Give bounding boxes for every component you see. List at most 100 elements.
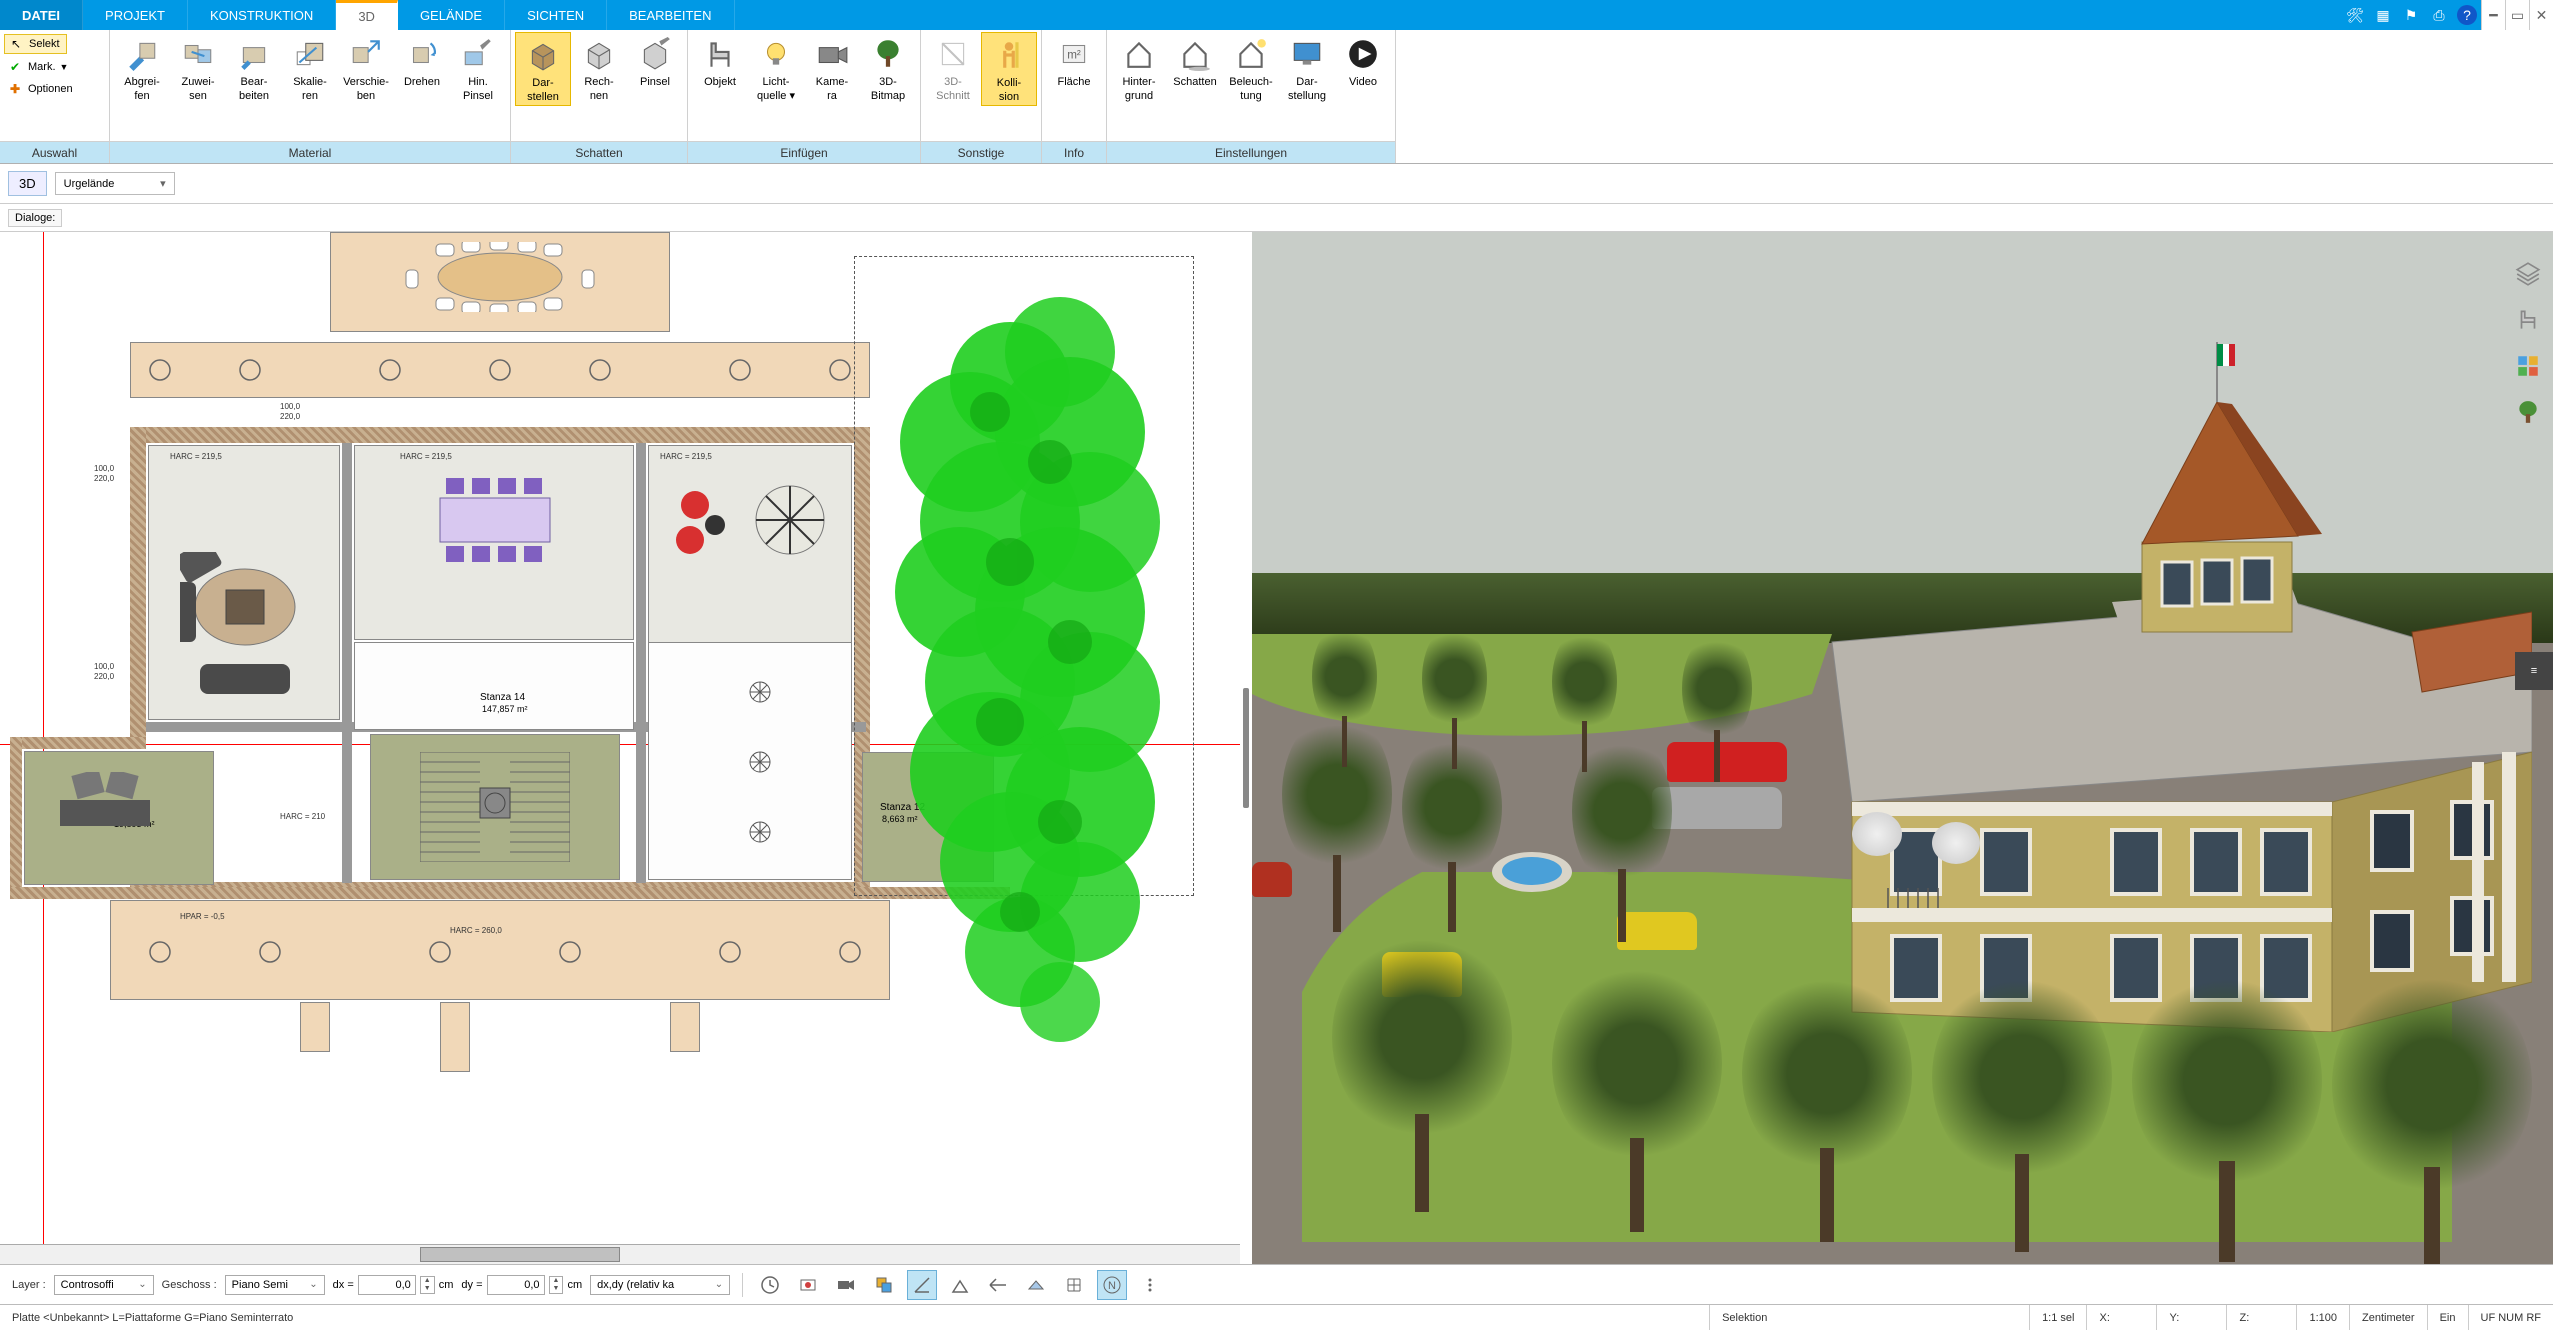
view3d-canvas[interactable] xyxy=(1252,232,2553,1264)
chair-icon xyxy=(702,36,738,72)
scrollbar-thumb[interactable] xyxy=(420,1247,620,1262)
grid-icon[interactable] xyxy=(1059,1270,1089,1300)
vertical-toolbar xyxy=(2503,232,2553,428)
fp-dim: HARC = 219,5 xyxy=(170,452,222,461)
dx-input[interactable]: 0,0 xyxy=(358,1275,416,1295)
ribbon-label-einfuegen: Einfügen xyxy=(688,141,920,163)
unit-label: cm xyxy=(439,1279,454,1291)
pick-icon xyxy=(124,36,160,72)
close-icon[interactable]: ✕ xyxy=(2529,0,2553,30)
beleuchtung-button[interactable]: Beleuch- tung xyxy=(1223,32,1279,104)
plane-icon[interactable] xyxy=(1021,1270,1051,1300)
angle1-icon[interactable] xyxy=(907,1270,937,1300)
tree3d xyxy=(1742,972,1912,1242)
menu-projekt[interactable]: PROJEKT xyxy=(83,0,188,30)
fp-wall-n xyxy=(130,427,870,443)
print-icon[interactable]: ⎙ xyxy=(2425,0,2453,30)
cam-icon[interactable] xyxy=(831,1270,861,1300)
angle3-icon[interactable] xyxy=(983,1270,1013,1300)
hintergrund-button[interactable]: Hinter- grund xyxy=(1111,32,1167,104)
scrollbar-horizontal[interactable] xyxy=(0,1244,1240,1264)
zuweisen-button[interactable]: Zuwei- sen xyxy=(170,32,226,104)
tree3d xyxy=(2132,972,2322,1262)
floorplan-canvas[interactable]: 100,0 220,0 xyxy=(0,232,1240,1264)
layer-label: Layer : xyxy=(12,1279,46,1291)
clone-icon[interactable] xyxy=(869,1270,899,1300)
tools-icon[interactable]: 🛠 xyxy=(2341,0,2369,30)
pane-splitter[interactable] xyxy=(1240,232,1252,1264)
dy-input[interactable]: 0,0 xyxy=(487,1275,545,1295)
coord-mode-dropdown[interactable]: dx,dy (relativ ka⌄ xyxy=(590,1275,730,1295)
box-icon[interactable]: ▦ xyxy=(2369,0,2397,30)
terrain-dropdown[interactable]: Urgelände▾ xyxy=(55,172,175,195)
abgreifen-button[interactable]: Abgrei- fen xyxy=(114,32,170,104)
notify-icon[interactable]: ⚑ xyxy=(2397,0,2425,30)
flaeche-button[interactable]: m²Fläche xyxy=(1046,32,1102,90)
menu-datei[interactable]: DATEI xyxy=(0,0,83,30)
kollision-button[interactable]: Kolli- sion xyxy=(981,32,1037,106)
angle2-icon[interactable] xyxy=(945,1270,975,1300)
tree3d xyxy=(2332,972,2532,1264)
optionen-button[interactable]: ✚Optionen xyxy=(4,80,79,98)
video-button[interactable]: Video xyxy=(1335,32,1391,90)
fp-dim: 100,0 xyxy=(94,662,114,671)
fp-columns xyxy=(700,662,820,862)
pinsel-button[interactable]: Pinsel xyxy=(627,32,683,90)
help-icon[interactable]: ? xyxy=(2457,5,2477,25)
pane-2d[interactable]: 100,0 220,0 xyxy=(0,232,1240,1264)
geschoss-label: Geschoss : xyxy=(162,1279,217,1291)
clock-icon[interactable] xyxy=(755,1270,785,1300)
ribbon-label-sonstige: Sonstige xyxy=(921,141,1041,163)
status-unit: Zentimeter xyxy=(2350,1305,2428,1330)
fp-wall-ext2 xyxy=(10,737,22,897)
fp-stub xyxy=(300,1002,330,1052)
panel-expand-tab[interactable]: ≡ xyxy=(2515,652,2553,690)
pane-3d[interactable]: ≡ xyxy=(1252,232,2553,1264)
lichtquelle-button[interactable]: Licht- quelle ▾ xyxy=(748,32,804,104)
objekt-button[interactable]: Objekt xyxy=(692,32,748,90)
cube-brush-icon xyxy=(637,36,673,72)
menu-3d[interactable]: 3D xyxy=(336,0,398,30)
verschieben-button[interactable]: Verschie- ben xyxy=(338,32,394,104)
menu-konstruktion[interactable]: KONSTRUKTION xyxy=(188,0,336,30)
menu-sichten[interactable]: SICHTEN xyxy=(505,0,607,30)
bearbeiten-button[interactable]: Bear- beiten xyxy=(226,32,282,104)
status-ein: Ein xyxy=(2428,1305,2469,1330)
status-bar: Platte <Unbekannt> L=Piattaforme G=Piano… xyxy=(0,1304,2553,1330)
geschoss-dropdown[interactable]: Piano Semi⌄ xyxy=(225,1275,325,1295)
drehen-button[interactable]: Drehen xyxy=(394,32,450,90)
darstellung-button[interactable]: Dar- stellung xyxy=(1279,32,1335,104)
3d-schnitt-button[interactable]: 3D- Schnitt xyxy=(925,32,981,104)
record-icon[interactable] xyxy=(793,1270,823,1300)
minimize-icon[interactable]: ━ xyxy=(2481,0,2505,30)
menu-bearbeiten[interactable]: BEARBEITEN xyxy=(607,0,734,30)
hin-pinsel-button[interactable]: Hin. Pinsel xyxy=(450,32,506,104)
tree3d-icon[interactable] xyxy=(2512,396,2544,428)
north-icon[interactable]: N xyxy=(1097,1270,1127,1300)
chair3d-icon[interactable] xyxy=(2512,304,2544,336)
layers-icon[interactable] xyxy=(2512,258,2544,290)
dx-spinner[interactable]: ▲▼ xyxy=(420,1276,435,1294)
kamera-button[interactable]: Kame- ra xyxy=(804,32,860,104)
area-icon: m² xyxy=(1056,36,1092,72)
layer-dropdown[interactable]: Controsoffi⌄ xyxy=(54,1275,154,1295)
darstellen-button[interactable]: Dar- stellen xyxy=(515,32,571,106)
dy-spinner[interactable]: ▲▼ xyxy=(549,1276,564,1294)
skalieren-button[interactable]: Skalie- ren xyxy=(282,32,338,104)
3d-bitmap-button[interactable]: 3D- Bitmap xyxy=(860,32,916,104)
menu-icon[interactable] xyxy=(1135,1270,1165,1300)
selekt-button[interactable]: ↖Selekt xyxy=(4,34,67,54)
restore-icon[interactable]: ▭ xyxy=(2505,0,2529,30)
fp-tree xyxy=(860,262,1210,1062)
schatten-button[interactable]: Schatten xyxy=(1167,32,1223,90)
fp-seating xyxy=(660,470,840,600)
ribbon-group-sonstige: 3D- Schnitt Kolli- sion Sonstige xyxy=(921,30,1042,163)
dy-field: dy = 0,0 ▲▼ cm xyxy=(461,1275,582,1295)
menubar: DATEI PROJEKT KONSTRUKTION 3D GELÄNDE SI… xyxy=(0,0,2553,30)
menu-gelaende[interactable]: GELÄNDE xyxy=(398,0,505,30)
mark-button[interactable]: ✔Mark. ▼ xyxy=(4,58,74,76)
mode-3d-tab[interactable]: 3D xyxy=(8,171,47,196)
palette-icon[interactable] xyxy=(2512,350,2544,382)
rechnen-button[interactable]: Rech- nen xyxy=(571,32,627,104)
cursor-icon: ↖ xyxy=(11,37,25,51)
